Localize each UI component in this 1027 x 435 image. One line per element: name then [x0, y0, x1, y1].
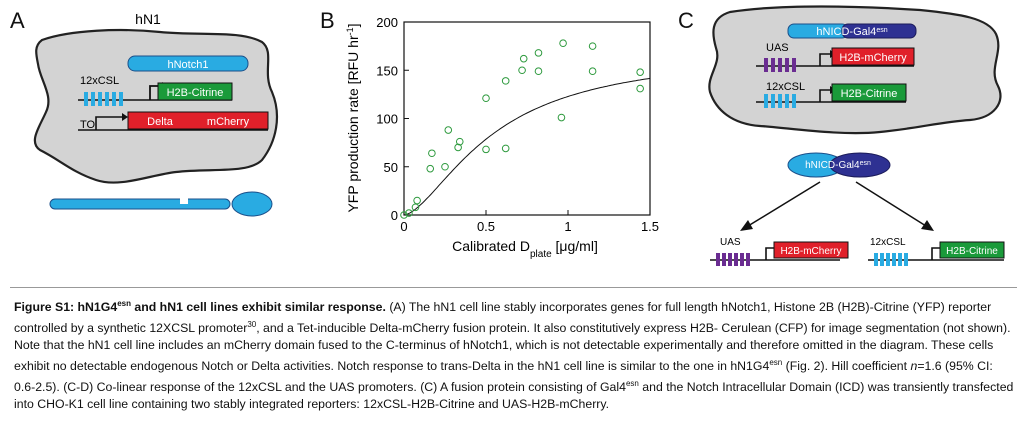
data-point	[455, 137, 464, 146]
y-tick-label: 100	[376, 112, 398, 127]
panel-b-letter: B	[320, 8, 335, 33]
panel-a-diagram: hN1 hNotch1 12xCSL H2B-Citrine TO Delta …	[33, 11, 279, 217]
data-point	[413, 196, 421, 205]
panel-b: B 0 50 100 150 200 0 0.5 1 1.5 YFP production ra…	[300, 0, 670, 285]
delta-box	[127, 111, 269, 130]
y-tick-label: 200	[376, 15, 398, 30]
uas-label-bottom: UAS	[720, 237, 741, 248]
data-point	[518, 66, 526, 75]
promoter-arrow-icon	[819, 89, 830, 102]
panel-c: C hNICD-Gal4esn UAS H2B-mCherry 12xCSL H…	[670, 0, 1027, 285]
data-point	[588, 42, 597, 50]
data-point	[636, 84, 644, 93]
delta-label: Delta	[147, 116, 174, 128]
promoter-arrow-icon	[931, 247, 940, 260]
uas-label: UAS	[766, 42, 789, 54]
panel-c-diagram: hNICD-Gal4esn UAS H2B-mCherry 12xCSL H2B…	[708, 5, 1005, 266]
uas-sites-icon	[716, 253, 750, 266]
data-point	[534, 67, 543, 76]
citrine-label: H2B-Citrine	[167, 87, 224, 99]
y-tick-label: 50	[384, 160, 398, 175]
panel-c-letter: C	[678, 8, 694, 33]
y-axis-label: YFP production rate [RFU hr-1]	[345, 23, 361, 212]
data-point	[519, 54, 528, 63]
to-arrow-icon	[95, 116, 122, 130]
data-point	[411, 203, 420, 212]
y-tick-label: 150	[376, 63, 398, 78]
data-point	[444, 126, 453, 134]
caption-separator	[10, 287, 1017, 288]
notch-label: hNotch1	[168, 59, 209, 71]
fusion-protein-label: hNICD-Gal4esn	[805, 160, 871, 172]
notch-receptor-icon	[49, 191, 273, 217]
plot-frame	[403, 21, 651, 216]
csl-label: 12xCSL	[766, 81, 805, 93]
citrine-box	[157, 82, 233, 101]
data-point	[534, 49, 543, 57]
data-point	[482, 94, 490, 103]
data-point	[426, 164, 435, 173]
x-tick-label: 1	[564, 219, 571, 234]
x-axis-label: Calibrated Dplate [μg/ml]	[452, 238, 598, 260]
data-point	[400, 211, 408, 219]
to-label: TO	[80, 119, 96, 131]
y-tick-label: 0	[391, 208, 398, 223]
data-point	[501, 144, 510, 153]
citrine-label-bottom: H2B-Citrine	[946, 246, 998, 257]
data-point	[559, 39, 567, 48]
arrow-right	[855, 181, 927, 227]
panel-a-letter: A	[10, 8, 25, 33]
gal4-bar	[841, 23, 917, 39]
citrine-box-bottom	[939, 241, 1005, 259]
hill-fit-line	[403, 77, 651, 216]
uas-sites-icon	[764, 58, 796, 72]
caption-title: Figure S1: hN1G4esn and hN1 cell lines e…	[14, 299, 386, 315]
arrow-left	[747, 181, 821, 227]
csl-sites-icon	[874, 253, 908, 266]
csl-label-bottom: 12xCSL	[870, 237, 906, 248]
fusion-label: hNICD-Gal4esn	[816, 26, 887, 38]
data-point	[441, 162, 449, 171]
x-tick-label: 0	[400, 219, 407, 234]
cell-line-title: hN1	[135, 11, 161, 27]
x-tick-label: 1.5	[641, 219, 659, 234]
promoter-arrow-icon	[819, 53, 830, 66]
csl-sites-icon	[764, 94, 796, 108]
data-point	[588, 67, 597, 76]
data-point	[428, 149, 436, 158]
data-point	[501, 77, 510, 85]
promoter-arrow-icon	[765, 247, 774, 260]
mcherry-box	[831, 47, 915, 66]
panel-a: A hN1 hNotch1 12xCSL H2B-Citrine TO Delt…	[0, 0, 300, 285]
cell-body	[33, 29, 279, 184]
data-point	[482, 145, 490, 154]
data-point	[557, 113, 566, 122]
citrine-label: H2B-Citrine	[841, 88, 898, 100]
mcherry-label: mCherry	[207, 116, 250, 128]
x-tick-label: 0.5	[477, 219, 495, 234]
figure-caption: Figure S1: hN1G4esn and hN1 cell lines e…	[14, 299, 1014, 412]
mcherry-label-bottom: H2B-mCherry	[780, 246, 841, 257]
citrine-box	[831, 83, 907, 102]
data-point	[405, 209, 413, 217]
mcherry-box-bottom	[773, 241, 849, 259]
csl-sites-icon	[84, 92, 123, 106]
hill-fit-chart: 0 50 100 150 200 0 0.5 1 1.5 YFP production rate…	[345, 15, 659, 260]
notch-pill	[127, 55, 249, 72]
data-point	[636, 68, 644, 76]
gal4-ellipse	[829, 152, 891, 178]
csl-label: 12xCSL	[80, 75, 119, 87]
mcherry-label: H2B-mCherry	[839, 52, 907, 64]
